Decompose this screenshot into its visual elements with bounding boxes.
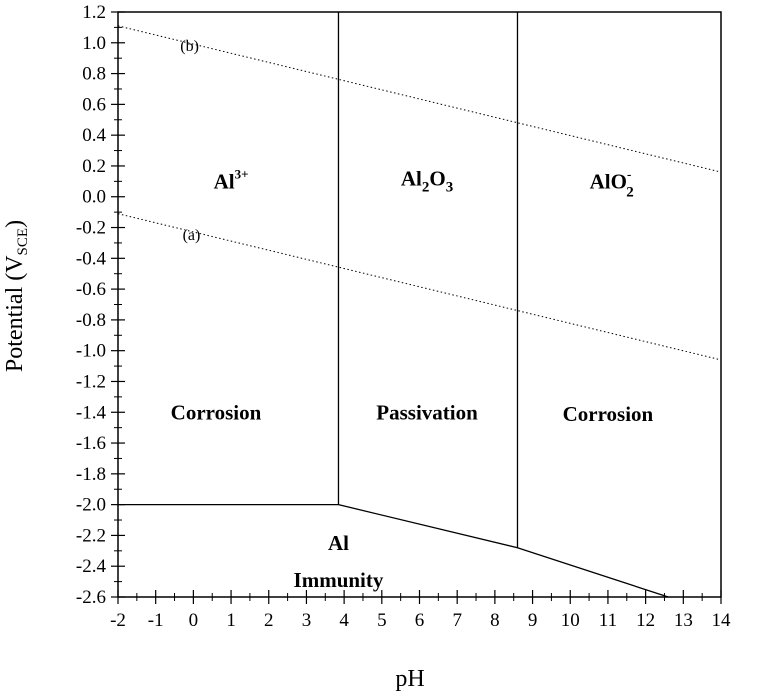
plot-frame bbox=[117, 11, 722, 598]
label-part: Al bbox=[401, 166, 422, 190]
y-tick-label: -1.2 bbox=[76, 371, 106, 392]
region-label-immunity: Immunity bbox=[294, 568, 384, 592]
x-tick-label: 7 bbox=[452, 610, 462, 631]
y-tick-label: -1.0 bbox=[76, 341, 106, 362]
label-sub: 2 bbox=[626, 184, 634, 200]
water-line-label: (b) bbox=[180, 38, 199, 55]
water-line-label: (a) bbox=[183, 227, 201, 244]
y-tick-label: -0.8 bbox=[76, 310, 106, 331]
y-tick-label: -2.4 bbox=[76, 556, 107, 577]
y-tick-label: 1.0 bbox=[82, 33, 106, 54]
y-tick-label: -0.6 bbox=[76, 279, 106, 300]
x-tick-label: -1 bbox=[148, 610, 164, 631]
y-axis-title-close: ) bbox=[2, 220, 28, 228]
x-tick-label: 8 bbox=[490, 610, 500, 631]
x-tick-label: 9 bbox=[528, 610, 538, 631]
label-part: 3 bbox=[446, 179, 454, 195]
x-tick-label: 4 bbox=[339, 610, 349, 631]
region-label-al3: Al3+ bbox=[214, 166, 249, 193]
y-tick-label: 0.2 bbox=[82, 156, 106, 177]
axis-ticks bbox=[111, 11, 722, 604]
region-label-corrosion-left: Corrosion bbox=[171, 400, 262, 424]
x-tick-label: 11 bbox=[599, 610, 617, 631]
x-tick-label: 6 bbox=[415, 610, 425, 631]
y-tick-label: -1.4 bbox=[76, 402, 107, 423]
y-axis-title-main: Potential (V bbox=[2, 255, 28, 372]
x-tick-label: 12 bbox=[636, 610, 655, 631]
y-axis-title: Potential (VSCE) bbox=[2, 220, 31, 372]
water-line-series bbox=[117, 213, 722, 361]
x-tick-label: 1 bbox=[226, 610, 236, 631]
x-tick-label: 5 bbox=[377, 610, 387, 631]
y-tick-label: 0.8 bbox=[82, 64, 106, 85]
x-tick-label: 0 bbox=[189, 610, 199, 631]
label-sup: - bbox=[627, 166, 631, 181]
x-tick-label: 14 bbox=[712, 610, 732, 631]
y-tick-label: 0.4 bbox=[82, 125, 106, 146]
region-label-passivation: Passivation bbox=[376, 400, 478, 424]
x-tick-label: 13 bbox=[674, 610, 693, 631]
region-label-al: Al bbox=[328, 531, 349, 555]
label-main: AlO bbox=[590, 169, 627, 193]
y-tick-label: -1.8 bbox=[76, 464, 106, 485]
y-tick-label: -2.0 bbox=[76, 495, 106, 516]
y-tick-label: 1.2 bbox=[82, 2, 106, 23]
y-axis-title-sub: SCE bbox=[15, 228, 31, 256]
y-tick-label: -2.2 bbox=[76, 525, 106, 546]
y-tick-label: -0.2 bbox=[76, 218, 106, 239]
y-tick-label: 0.6 bbox=[82, 94, 106, 115]
y-tick-label: -0.4 bbox=[76, 248, 107, 269]
tick-labels: -2 -1 0 1 2 3 4 5 6 7 8 9 10 11 12 13 14-2.6-2.4-2.2-2.0… bbox=[76, 2, 731, 631]
x-tick-label: 3 bbox=[302, 610, 312, 631]
y-tick-label: -2.6 bbox=[76, 587, 106, 608]
x-tick-label: -2 bbox=[110, 610, 126, 631]
label-main: Al bbox=[214, 169, 235, 193]
boundary-line bbox=[338, 503, 669, 598]
region-label-corrosion-right: Corrosion bbox=[563, 402, 654, 426]
y-tick-label: -1.6 bbox=[76, 433, 106, 454]
x-tick-label: 10 bbox=[561, 610, 580, 631]
label-sup: 3+ bbox=[235, 166, 249, 181]
region-label-al2o3: Al2O3 bbox=[401, 166, 453, 195]
label-part: 2 bbox=[422, 179, 430, 195]
chart-lines bbox=[117, 12, 722, 598]
y-tick-label: 0.0 bbox=[82, 187, 106, 208]
label-part: O bbox=[429, 166, 445, 190]
region-label-alo2: AlO- 2 bbox=[590, 166, 634, 200]
water-line-series bbox=[117, 25, 722, 173]
x-tick-label: 2 bbox=[264, 610, 274, 631]
x-axis-title: pH bbox=[395, 666, 424, 692]
